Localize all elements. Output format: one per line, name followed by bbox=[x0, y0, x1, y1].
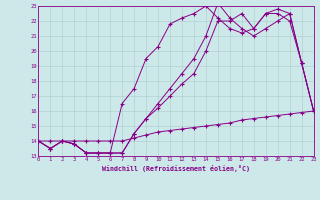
X-axis label: Windchill (Refroidissement éolien,°C): Windchill (Refroidissement éolien,°C) bbox=[102, 165, 250, 172]
